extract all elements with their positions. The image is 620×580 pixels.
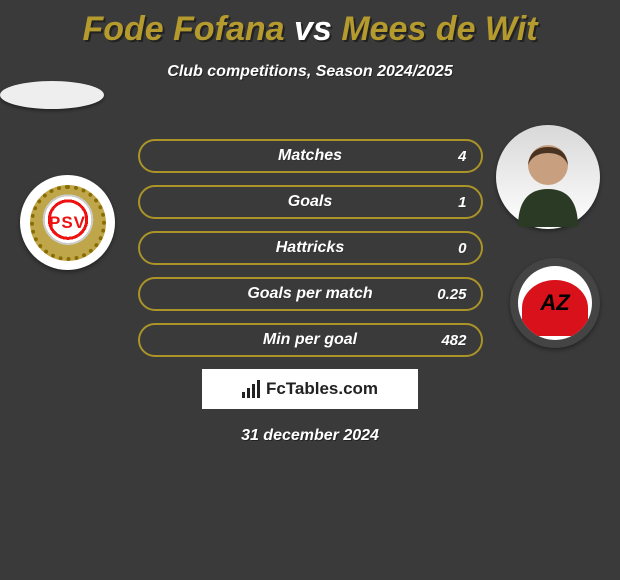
stat-row-goals-per-match: Goals per match 0.25	[138, 277, 483, 311]
player2-name: Mees de Wit	[341, 10, 537, 48]
psv-logo-icon: PSV	[30, 185, 106, 261]
az-logo-icon: AZ	[518, 266, 592, 340]
stat-row-min-per-goal: Min per goal 482	[138, 323, 483, 357]
date: 31 december 2024	[0, 427, 620, 445]
stat-label: Matches	[278, 147, 342, 165]
bar-chart-icon	[242, 380, 260, 398]
stat-row-hattricks: Hattricks 0	[138, 231, 483, 265]
stat-label: Goals	[288, 193, 332, 211]
stat-label: Goals per match	[247, 285, 372, 303]
page-title: Fode Fofana vs Mees de Wit	[0, 0, 620, 49]
club-right-abbrev: AZ	[540, 290, 569, 316]
stats-list: Matches 4 Goals 1 Hattricks 0 Goals per …	[138, 139, 483, 357]
player1-avatar	[0, 81, 104, 109]
branding-text: FcTables.com	[266, 379, 378, 399]
stat-value-right: 4	[458, 148, 466, 165]
branding: FcTables.com	[202, 369, 418, 409]
club-left-badge: PSV	[20, 175, 115, 270]
stat-label: Hattricks	[276, 239, 344, 257]
stat-value-right: 0.25	[437, 286, 466, 303]
subtitle: Club competitions, Season 2024/2025	[0, 63, 620, 81]
club-right-badge: AZ	[510, 258, 600, 348]
stat-row-matches: Matches 4	[138, 139, 483, 173]
vs-text: vs	[285, 10, 342, 48]
stat-label: Min per goal	[263, 331, 357, 349]
stat-value-right: 482	[441, 332, 466, 349]
person-icon	[498, 127, 598, 227]
stat-value-right: 1	[458, 194, 466, 211]
club-left-abbrev: PSV	[49, 213, 86, 233]
stat-value-right: 0	[458, 240, 466, 257]
stat-row-goals: Goals 1	[138, 185, 483, 219]
player2-avatar	[496, 125, 600, 229]
player1-name: Fode Fofana	[82, 10, 284, 48]
